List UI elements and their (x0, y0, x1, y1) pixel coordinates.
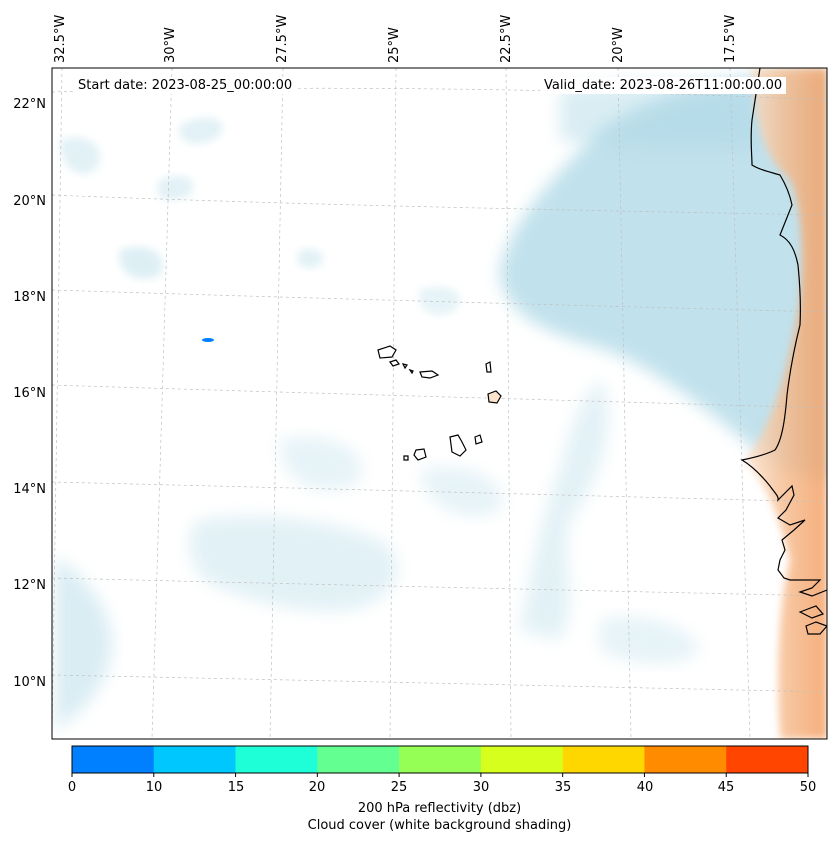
cloud-cover-shading (55, 72, 827, 730)
african-coastline (740, 68, 827, 635)
colorbar-tick: 20 (308, 780, 326, 795)
lon-label-20w: 20°W (611, 27, 626, 63)
lat-label-18n: 18°N (13, 290, 46, 305)
lon-label-32-5w: 32.5°W (53, 14, 68, 63)
lat-label-14n: 14°N (13, 482, 46, 497)
colorbar-label-reflectivity: 200 hPa reflectivity (dbz) (357, 801, 522, 816)
colorbar-tick: 35 (554, 780, 572, 795)
colorbar-tick: 25 (390, 780, 408, 795)
lat-label-16n: 16°N (13, 386, 46, 401)
colorbar-swatch (562, 746, 645, 773)
cabo-verde-islands (377, 345, 502, 461)
colorbar-tick: 10 (145, 780, 163, 795)
colorbar-swatch (235, 746, 318, 773)
colorbar-swatch (317, 746, 400, 773)
lon-label-27-5w: 27.5°W (275, 14, 290, 63)
colorbar-swatch (399, 746, 482, 773)
lon-label-22-5w: 22.5°W (499, 14, 514, 63)
colorbar-swatch (153, 746, 236, 773)
colorbar-swatch (72, 746, 155, 773)
lat-label-22n: 22°N (13, 97, 46, 112)
colorbar-swatch (480, 746, 563, 773)
colorbar-label-cloud-cover: Cloud cover (white background shading) (307, 818, 572, 833)
lon-label-17-5w: 17.5°W (723, 14, 738, 63)
colorbar-tick: 0 (67, 780, 77, 795)
start-date-label: Start date: 2023-08-25_00:00:00 (74, 77, 297, 94)
colorbar-tick: 30 (472, 780, 490, 795)
valid-date-label: Valid_date: 2023-08-26T11:00:00.00 (540, 77, 787, 94)
colorbar-tick: 15 (227, 780, 245, 795)
colorbar-frame (71, 745, 809, 774)
colorbar-tick: 40 (636, 780, 654, 795)
colorbar-tick: 45 (717, 780, 735, 795)
lon-label-25w: 25°W (387, 27, 402, 63)
lat-label-12n: 12°N (13, 578, 46, 593)
lat-label-20n: 20°N (13, 194, 46, 209)
lon-label-30w: 30°W (163, 27, 178, 63)
colorbar-swatch (726, 746, 809, 773)
gridlines (52, 68, 827, 739)
map-frame (51, 67, 828, 740)
colorbar (71, 745, 809, 777)
colorbar-swatch (644, 746, 727, 773)
map-area (52, 68, 827, 739)
reflectivity-cell (202, 338, 214, 342)
lat-label-10n: 10°N (13, 675, 46, 690)
colorbar-tick: 50 (799, 780, 817, 795)
